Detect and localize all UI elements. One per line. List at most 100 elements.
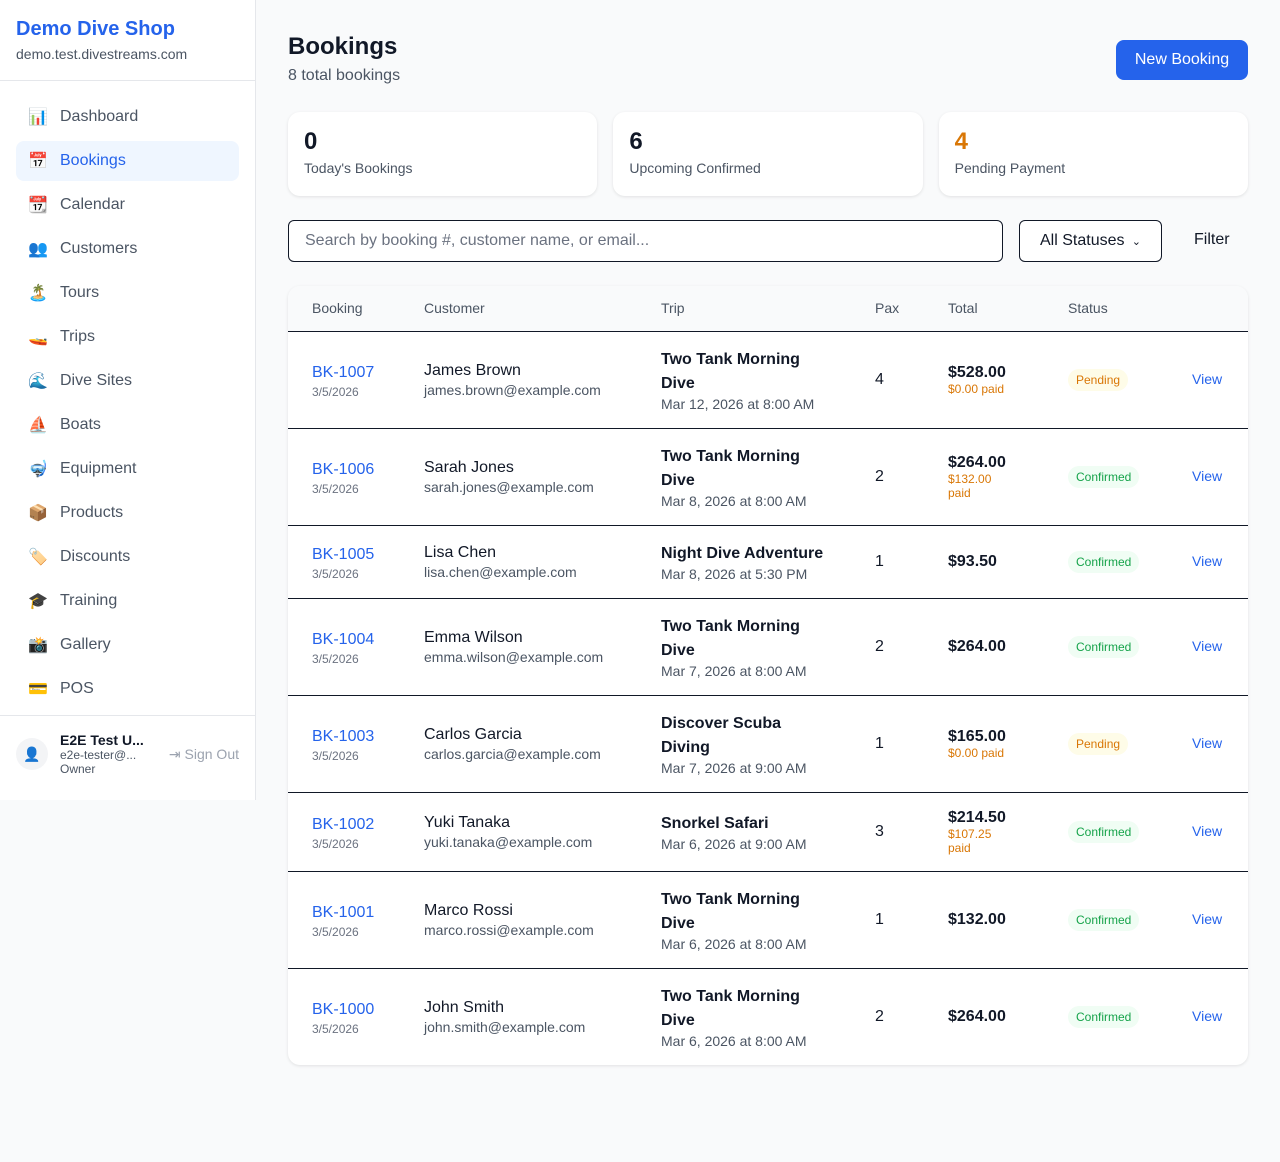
table-row[interactable]: BK-1003 3/5/2026 Carlos Garcia carlos.garc… <box>288 695 1248 793</box>
sidebar-item-bookings[interactable]: 📅 Bookings <box>16 141 239 181</box>
total-amount: $214.50 <box>948 808 1006 826</box>
dive-sites-icon: 🌊 <box>28 373 48 390</box>
user-name: E2E Test U... <box>60 732 144 748</box>
total-amount: $93.50 <box>948 552 997 570</box>
column-header <box>1168 286 1248 332</box>
sidebar-item-label: Discounts <box>60 548 131 565</box>
sidebar-item-label: Dashboard <box>60 108 139 125</box>
booking-id-link[interactable]: BK-1001 <box>312 903 375 921</box>
trip-date: Mar 6, 2026 at 8:00 AM <box>661 935 807 952</box>
view-link[interactable]: View <box>1192 1007 1223 1024</box>
sidebar-item-customers[interactable]: 👥 Customers <box>16 229 239 269</box>
pos-icon: 💳 <box>28 681 48 698</box>
shop-name[interactable]: Demo Dive Shop <box>16 18 175 40</box>
customer-email: emma.wilson@example.com <box>424 648 604 665</box>
view-link[interactable]: View <box>1192 467 1223 484</box>
booking-date: 3/5/2026 <box>312 566 359 581</box>
pax: 4 <box>851 331 924 429</box>
status-badge: Confirmed <box>1068 1005 1140 1028</box>
pax: 1 <box>851 871 924 969</box>
sign-out-label: Sign Out <box>184 745 239 762</box>
trip-date: Mar 6, 2026 at 8:00 AM <box>661 1032 807 1049</box>
view-link[interactable]: View <box>1192 910 1223 927</box>
customer-email: yuki.tanaka@example.com <box>424 833 593 850</box>
stat-card: 4 Pending Payment <box>938 112 1248 196</box>
table-row[interactable]: BK-1000 3/5/2026 John Smith john.smith@exa… <box>288 968 1248 1065</box>
shop-domain: demo.test.divestreams.com <box>16 46 188 62</box>
sidebar-item-calendar[interactable]: 📆 Calendar <box>16 185 239 225</box>
table-row[interactable]: BK-1004 3/5/2026 Emma Wilson emma.wilson@e… <box>288 598 1248 696</box>
sidebar-item-tours[interactable]: 🏝️ Tours <box>16 273 239 313</box>
trip-name: Two Tank Morning Dive <box>661 987 800 1029</box>
column-header: Customer <box>400 286 637 332</box>
search-input[interactable]: Search by booking #, customer name, or e… <box>288 220 1003 262</box>
stat-value: 0 <box>304 128 318 155</box>
view-link[interactable]: View <box>1192 734 1223 751</box>
sidebar-item-products[interactable]: 📦 Products <box>16 493 239 533</box>
booking-id-link[interactable]: BK-1007 <box>312 363 375 381</box>
sidebar-item-equipment[interactable]: 🤿 Equipment <box>16 449 239 489</box>
trip-name: Two Tank Morning Dive <box>661 890 800 932</box>
sidebar-item-label: Calendar <box>60 196 125 213</box>
sidebar-item-gallery[interactable]: 📸 Gallery <box>16 625 239 665</box>
sidebar-item-label: Dive Sites <box>60 372 133 389</box>
booking-id-link[interactable]: BK-1000 <box>312 1000 375 1018</box>
sidebar-item-boats[interactable]: ⛵ Boats <box>16 405 239 445</box>
new-booking-button[interactable]: New Booking <box>1116 40 1248 80</box>
page-title: Bookings <box>288 33 398 60</box>
table-row[interactable]: BK-1002 3/5/2026 Yuki Tanaka yuki.tanaka@e… <box>288 792 1248 872</box>
paid-amount: $0.00 paid <box>948 381 1005 396</box>
booking-id-link[interactable]: BK-1003 <box>312 727 375 745</box>
sidebar-item-dashboard[interactable]: 📊 Dashboard <box>16 97 239 137</box>
booking-id-link[interactable]: BK-1004 <box>312 630 375 648</box>
table-row[interactable]: BK-1007 3/5/2026 James Brown james.brown@e… <box>288 331 1248 429</box>
pax: 1 <box>851 525 924 599</box>
booking-date: 3/5/2026 <box>312 481 359 496</box>
booking-id-link[interactable]: BK-1002 <box>312 815 375 833</box>
column-header: Pax <box>851 286 924 332</box>
trip-name: Night Dive Adventure <box>661 544 824 562</box>
sidebar-item-label: POS <box>60 680 94 697</box>
gallery-icon: 📸 <box>28 637 48 654</box>
view-link[interactable]: View <box>1192 637 1223 654</box>
sidebar-item-training[interactable]: 🎓 Training <box>16 581 239 621</box>
customer-email: sarah.jones@example.com <box>424 478 594 495</box>
status-select[interactable]: All Statuses ⌄ <box>1019 220 1162 262</box>
paid-amount: $0.00 paid <box>948 745 1005 760</box>
customer-email: marco.rossi@example.com <box>424 921 594 938</box>
sidebar-item-trips[interactable]: 🚤 Trips <box>16 317 239 357</box>
booking-date: 3/5/2026 <box>312 836 359 851</box>
user-role: Owner <box>60 762 96 776</box>
column-header: Status <box>1044 286 1168 332</box>
sign-out-button[interactable]: ⇥ Sign Out <box>169 746 239 763</box>
booking-date: 3/5/2026 <box>312 1021 359 1036</box>
status-badge: Confirmed <box>1068 550 1140 573</box>
sidebar-item-dive-sites[interactable]: 🌊 Dive Sites <box>16 361 239 401</box>
table-row[interactable]: BK-1006 3/5/2026 Sarah Jones sarah.jones@e… <box>288 428 1248 526</box>
booking-date: 3/5/2026 <box>312 924 359 939</box>
table-row[interactable]: BK-1005 3/5/2026 Lisa Chen lisa.chen@examp… <box>288 525 1248 599</box>
sidebar-item-label: Customers <box>60 240 138 257</box>
dashboard-icon: 📊 <box>28 109 48 126</box>
sidebar-item-label: Tours <box>60 284 100 301</box>
sidebar-item-pos[interactable]: 💳 POS <box>16 669 239 709</box>
customer-name: Yuki Tanaka <box>424 813 510 831</box>
sidebar-item-label: Equipment <box>60 460 137 477</box>
view-link[interactable]: View <box>1192 552 1223 569</box>
booking-date: 3/5/2026 <box>312 384 359 399</box>
filter-button[interactable]: Filter <box>1194 231 1230 248</box>
total-amount: $264.00 <box>948 637 1006 655</box>
customer-name: James Brown <box>424 361 521 379</box>
booking-id-link[interactable]: BK-1006 <box>312 460 375 478</box>
pax: 3 <box>851 792 924 872</box>
sidebar-item-label: Boats <box>60 416 101 433</box>
table-row[interactable]: BK-1001 3/5/2026 Marco Rossi marco.rossi@e… <box>288 871 1248 969</box>
customer-email: james.brown@example.com <box>424 381 601 398</box>
view-link[interactable]: View <box>1192 822 1223 839</box>
view-link[interactable]: View <box>1192 370 1223 387</box>
status-badge: Pending <box>1068 732 1129 755</box>
user-panel: 👤 E2E Test U... e2e-tester@... Owner ⇥ S… <box>0 715 255 792</box>
bookings-icon: 📅 <box>28 153 48 170</box>
sidebar-item-discounts[interactable]: 🏷️ Discounts <box>16 537 239 577</box>
booking-id-link[interactable]: BK-1005 <box>312 545 375 563</box>
